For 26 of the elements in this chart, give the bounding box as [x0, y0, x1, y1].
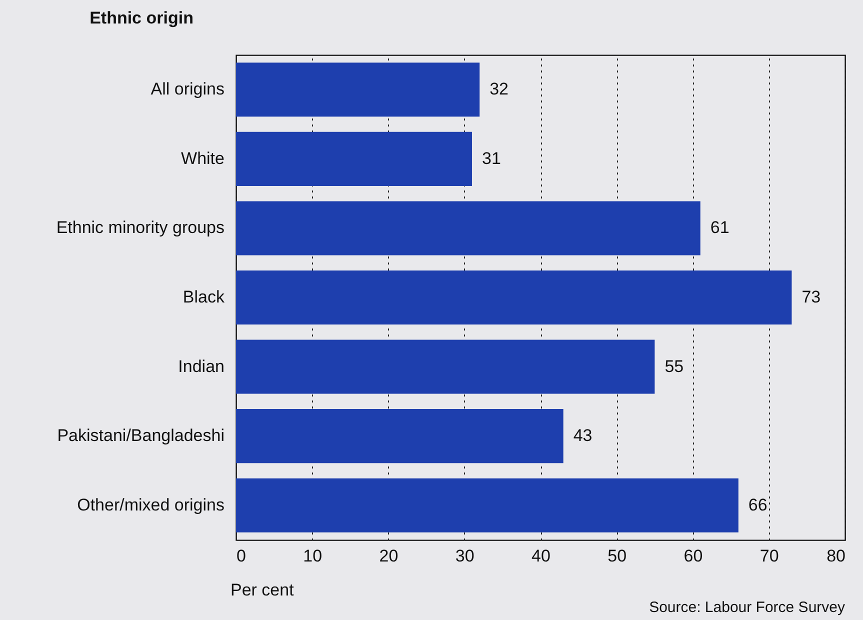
y-tick-label: Indian — [178, 356, 224, 376]
y-tick-label: Other/mixed origins — [77, 495, 224, 514]
x-tick-label: 0 — [236, 546, 246, 566]
data-label: 32 — [490, 80, 509, 99]
x-tick-label: 40 — [532, 546, 550, 566]
y-tick-label: All origins — [150, 80, 224, 99]
data-label: 66 — [748, 495, 768, 514]
x-tick-label: 70 — [760, 546, 779, 566]
source-note: Source: Labour Force Survey — [649, 599, 846, 616]
x-tick-label: 80 — [826, 546, 846, 566]
data-label: 73 — [802, 288, 821, 306]
y-axis-title: Ethnic origin — [90, 8, 194, 28]
y-tick-label: White — [181, 148, 224, 168]
x-tick-label: 10 — [303, 546, 322, 566]
x-tick-label: 30 — [455, 546, 474, 566]
x-axis-title: Per cent — [230, 580, 294, 600]
data-label: 61 — [710, 218, 730, 238]
x-tick-label: 60 — [684, 546, 703, 566]
data-label: 43 — [573, 426, 592, 446]
data-label: 55 — [664, 356, 684, 376]
y-tick-label: Black — [182, 288, 225, 306]
y-tick-label: Pakistani/Bangladeshi — [57, 426, 224, 446]
x-tick-label: 20 — [379, 546, 398, 566]
y-tick-label: Ethnic minority groups — [56, 218, 224, 238]
data-label: 31 — [482, 148, 501, 168]
x-tick-label: 50 — [608, 546, 627, 566]
